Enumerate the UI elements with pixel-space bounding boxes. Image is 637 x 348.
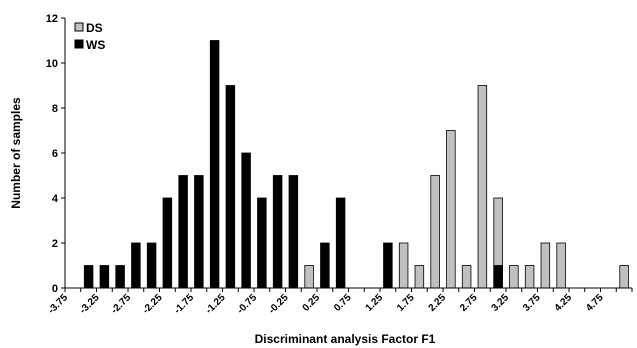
x-tick-label-6: -0.75 xyxy=(235,292,259,316)
bar-ds-3 xyxy=(430,175,440,289)
bar-ws-6 xyxy=(178,175,188,289)
bar-ws-8 xyxy=(209,40,220,289)
x-tick-label-9: 0.75 xyxy=(332,292,354,314)
bar-ws-0 xyxy=(83,265,94,289)
x-axis-title: Discriminant analysis Factor F1 xyxy=(255,332,436,346)
x-tick-label-8: 0.25 xyxy=(301,292,323,314)
x-ticks: -3.75 -3.25 -2.75 -2.25 -1.75 -1.25 -0.75 -0.25… xyxy=(46,288,633,316)
bar-ds-0 xyxy=(304,265,314,289)
x-tick-label-1: -3.25 xyxy=(78,292,102,316)
bar-ws-3 xyxy=(131,242,141,289)
bar-ws-16 xyxy=(383,242,393,289)
x-tick-label-2: -2.75 xyxy=(109,292,133,316)
y-tick-label-1: 2 xyxy=(52,238,58,250)
bar-ds-6 xyxy=(477,85,488,289)
y-tick-label-2: 4 xyxy=(52,193,59,205)
bar-ws-4 xyxy=(146,242,157,289)
y-tick-label-5: 10 xyxy=(46,58,58,70)
bar-ds-9 xyxy=(524,265,535,289)
x-tick-label-4: -1.75 xyxy=(172,292,196,316)
bar-ws-14 xyxy=(320,242,330,289)
y-ticks: 0 2 4 6 8 10 12 xyxy=(46,13,65,295)
legend-swatch-ws xyxy=(74,39,84,49)
bar-ws-1 xyxy=(99,265,110,289)
bar-ws-7 xyxy=(194,175,204,289)
x-tick-label-0: -3.75 xyxy=(46,292,70,316)
bar-ws-17 xyxy=(493,265,503,289)
y-tick-label-3: 6 xyxy=(52,148,58,160)
legend-swatch-ds xyxy=(74,22,84,32)
legend-label-ws: WS xyxy=(86,38,105,52)
x-tick-label-7: -0.25 xyxy=(267,292,291,316)
bar-ws-13 xyxy=(288,175,299,289)
x-tick-label-15: 3.75 xyxy=(521,292,543,314)
legend-label-ds: DS xyxy=(86,21,103,35)
y-tick-label-6: 12 xyxy=(46,13,58,25)
bar-ds-8 xyxy=(509,265,519,289)
x-tick-label-12: 2.25 xyxy=(427,292,449,314)
x-tick-label-13: 2.75 xyxy=(458,292,480,314)
y-tick-label-0: 0 xyxy=(52,283,58,295)
bar-ws-2 xyxy=(115,265,125,289)
x-tick-label-5: -1.25 xyxy=(204,292,228,316)
bar-ws-15 xyxy=(335,197,346,289)
x-tick-label-10: 1.25 xyxy=(364,292,386,314)
legend: DS WS xyxy=(74,21,105,52)
bar-ds-12 xyxy=(619,265,629,289)
bar-ws-9 xyxy=(225,85,236,289)
bar-ws-11 xyxy=(257,197,267,289)
bar-ws-10 xyxy=(241,152,251,289)
bar-ws-5 xyxy=(162,197,173,289)
bar-ds-4 xyxy=(446,130,456,289)
bar-ds-10 xyxy=(540,242,551,289)
y-tick-label-4: 8 xyxy=(52,103,58,115)
x-tick-label-3: -2.25 xyxy=(141,292,165,316)
y-axis-title: Number of samples xyxy=(9,97,23,209)
bar-ds-11 xyxy=(556,242,566,289)
bar-ds-5 xyxy=(461,265,472,289)
bar-ws-12 xyxy=(272,175,283,289)
bar-ds-1 xyxy=(398,242,409,289)
bar-ds-2 xyxy=(414,265,425,289)
x-tick-label-17: 4.75 xyxy=(584,292,606,314)
x-tick-label-11: 1.75 xyxy=(395,292,417,314)
x-tick-label-16: 4.25 xyxy=(553,292,575,314)
bars-layer xyxy=(83,40,629,289)
x-tick-label-14: 3.25 xyxy=(490,292,512,314)
